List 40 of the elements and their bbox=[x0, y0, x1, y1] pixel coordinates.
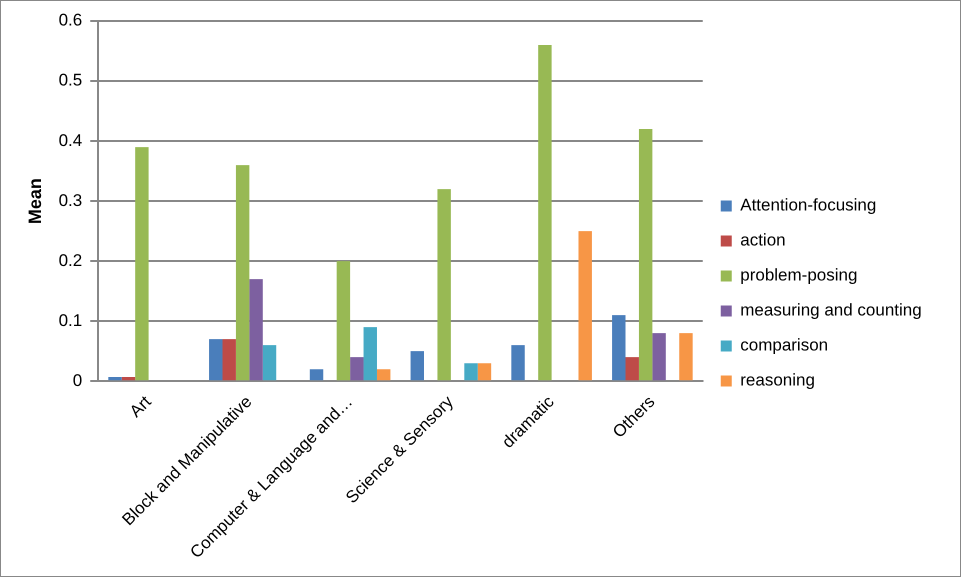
legend-label: Attention-focusing bbox=[740, 196, 876, 215]
bar bbox=[376, 369, 390, 380]
y-tick-label: 0.3 bbox=[58, 190, 82, 210]
y-tick-label: 0.4 bbox=[58, 130, 82, 150]
bar bbox=[437, 189, 451, 380]
bar bbox=[679, 333, 693, 380]
bar bbox=[578, 231, 592, 380]
x-tick-label: Art bbox=[126, 392, 155, 421]
legend-label: reasoning bbox=[740, 370, 815, 390]
legend-label: measuring and counting bbox=[740, 300, 922, 320]
bar bbox=[122, 376, 136, 380]
bar bbox=[464, 363, 478, 380]
bar bbox=[612, 315, 626, 380]
bar bbox=[209, 339, 222, 380]
bar bbox=[310, 369, 324, 380]
bar bbox=[538, 45, 552, 380]
legend-label: problem-posing bbox=[740, 266, 858, 285]
bar bbox=[236, 165, 250, 380]
y-tick-label: 0.6 bbox=[58, 10, 82, 30]
bar bbox=[262, 345, 276, 380]
y-tick-label: 0.2 bbox=[58, 250, 82, 270]
bar bbox=[511, 345, 525, 380]
legend-label: comparison bbox=[740, 336, 828, 355]
bar bbox=[652, 333, 666, 380]
bar bbox=[336, 261, 350, 380]
bar bbox=[410, 351, 424, 380]
bar bbox=[364, 327, 377, 380]
bar bbox=[249, 279, 263, 380]
y-tick-label: 0.5 bbox=[58, 70, 82, 90]
bar bbox=[626, 357, 639, 380]
y-tick-label: 0 bbox=[72, 370, 82, 390]
bar bbox=[135, 147, 149, 380]
bar bbox=[638, 129, 652, 380]
legend-label: action bbox=[740, 230, 786, 250]
y-tick-label: 0.1 bbox=[58, 310, 82, 330]
bar bbox=[478, 363, 492, 380]
y-axis-title: Mean bbox=[24, 178, 45, 224]
bar bbox=[222, 339, 236, 380]
bar bbox=[108, 376, 122, 380]
bar bbox=[350, 357, 364, 380]
